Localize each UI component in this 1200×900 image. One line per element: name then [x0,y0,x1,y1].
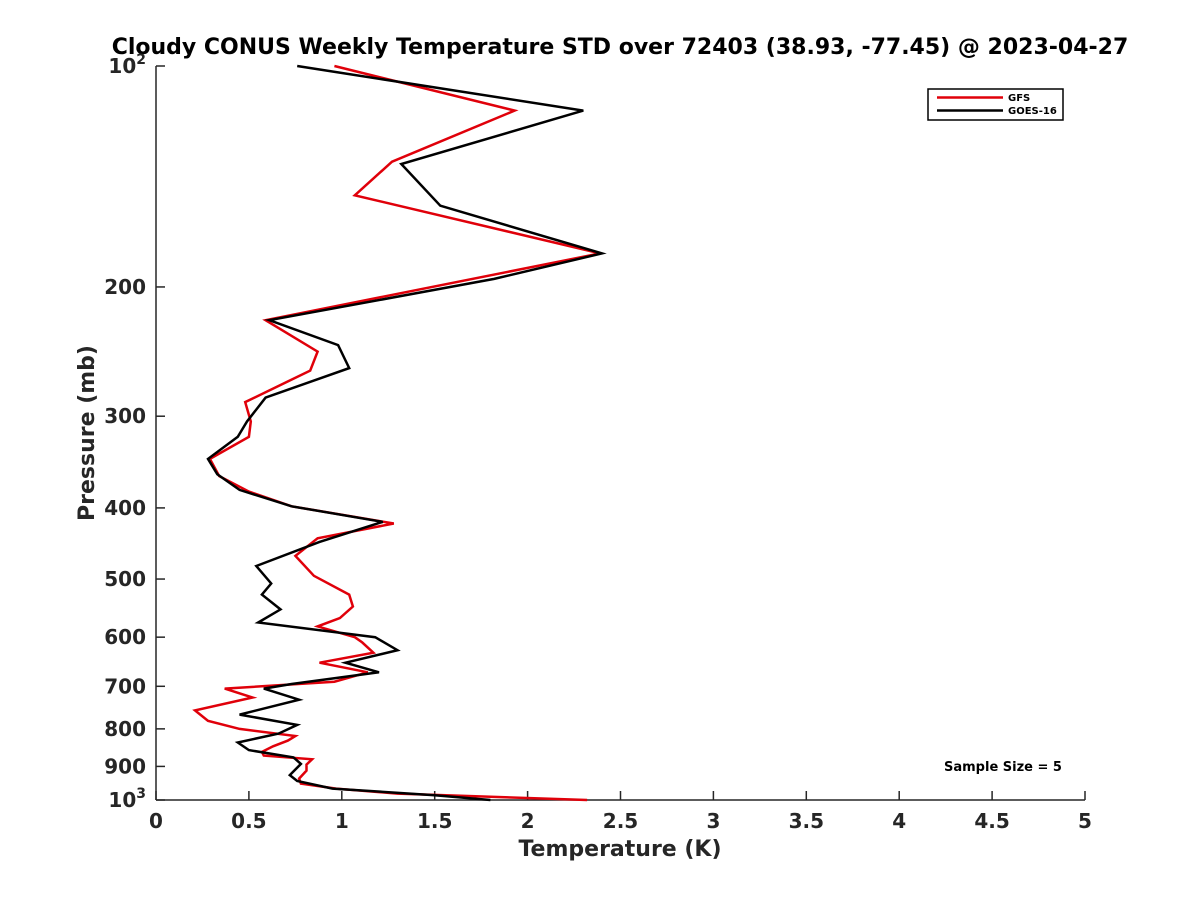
y-tick-label: 300 [104,404,146,428]
legend: GFS GOES-16 [927,88,1064,121]
y-tick-label: 900 [104,754,146,778]
x-axis-title: Temperature (K) [518,837,721,862]
legend-label-goes16: GOES-16 [1008,106,1057,117]
y-tick-label: 700 [104,674,146,698]
x-tick-label: 3.5 [789,809,824,833]
y-axis-ticks: 102 200 300 400 500 600 700 800 900 103 [104,52,165,812]
sample-size-annotation: Sample Size = 5 [944,760,1062,775]
x-tick-label: 4 [892,809,906,833]
x-tick-label: 2 [521,809,535,833]
x-tick-label: 4.5 [974,809,1009,833]
x-tick-label: 1.5 [417,809,452,833]
y-tick-label: 800 [104,717,146,741]
series-line-goes16 [206,64,607,802]
y-tick-label: 600 [104,625,146,649]
y-tick-label: 400 [104,496,146,520]
y-tick-label: 200 [104,275,146,299]
series-layer [192,64,607,802]
y-tick-label: 102 [108,52,146,78]
y-axis-title: Pressure (mb) [75,345,100,521]
chart-title: Cloudy CONUS Weekly Temperature STD over… [112,35,1129,60]
x-tick-label: 2.5 [603,809,638,833]
x-tick-label: 5 [1078,809,1092,833]
legend-label-gfs: GFS [1008,93,1030,104]
x-tick-label: 0 [149,809,163,833]
y-tick-label: 500 [104,567,146,591]
x-axis-ticks: 0 0.5 1 1.5 2 2.5 3 3.5 4 4.5 5 [149,791,1092,833]
x-tick-label: 3 [706,809,720,833]
x-tick-label: 0.5 [231,809,266,833]
y-tick-label: 103 [108,786,146,812]
x-tick-label: 1 [335,809,349,833]
legend-box [927,88,1064,121]
axes-box [155,66,1085,801]
series-line-gfs [192,64,601,802]
